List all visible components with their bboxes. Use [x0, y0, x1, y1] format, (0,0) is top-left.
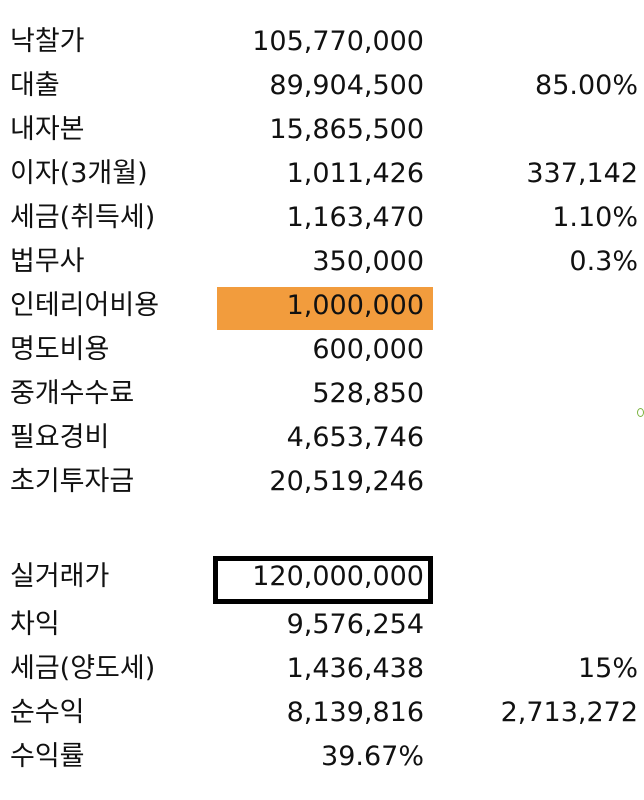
row-winning-bid: 낙찰가 105,770,000: [0, 20, 644, 64]
row-value[interactable]: 1,163,470: [286, 202, 424, 233]
row-extra: [440, 416, 638, 460]
row-loan: 대출 89,904,500 85.00%: [0, 64, 644, 108]
interior-cost-highlight: [217, 287, 433, 330]
row-extra[interactable]: 2,713,272: [500, 697, 638, 728]
row-value[interactable]: 600,000: [312, 334, 424, 365]
row-value[interactable]: 39.67%: [321, 741, 424, 772]
row-extra[interactable]: 0.3%: [569, 246, 638, 277]
row-extra: [440, 372, 638, 416]
row-extra[interactable]: 1.10%: [552, 202, 638, 233]
row-label: 법무사: [10, 246, 85, 277]
row-value[interactable]: 350,000: [312, 246, 424, 277]
row-extra[interactable]: 85.00%: [535, 70, 638, 101]
row-label: 이자(3개월): [10, 158, 148, 189]
row-label: 낙찰가: [10, 26, 85, 57]
row-value[interactable]: 4,653,746: [286, 422, 424, 453]
row-extra: [440, 20, 638, 64]
row-label: 실거래가: [10, 561, 110, 592]
row-value[interactable]: 1,000,000: [286, 290, 424, 321]
row-label: 명도비용: [10, 334, 110, 365]
row-transfer-tax: 세금(양도세) 1,436,438 15%: [0, 647, 644, 691]
row-value[interactable]: 15,865,500: [269, 114, 424, 145]
row-extra: [440, 460, 638, 504]
row-label: 대출: [10, 70, 60, 101]
row-extra: [440, 555, 638, 599]
row-return-rate: 수익률 39.67%: [0, 735, 644, 779]
row-value[interactable]: 1,011,426: [286, 158, 424, 189]
row-label: 수익률: [10, 741, 85, 772]
row-label: 내자본: [10, 114, 85, 145]
row-initial-investment: 초기투자금 20,519,246: [0, 460, 644, 504]
row-value[interactable]: 120,000,000: [252, 561, 424, 592]
row-value[interactable]: 1,436,438: [286, 653, 424, 684]
row-eviction-cost: 명도비용 600,000: [0, 328, 644, 372]
row-value[interactable]: 105,770,000: [252, 26, 424, 57]
row-extra: [440, 735, 638, 779]
row-extra: [440, 603, 638, 647]
row-value[interactable]: 9,576,254: [286, 609, 424, 640]
row-label: 초기투자금: [10, 466, 135, 497]
row-capital-gain: 차익 9,576,254: [0, 603, 644, 647]
row-net-profit: 순수익 8,139,816 2,713,272: [0, 691, 644, 735]
row-extra[interactable]: 15%: [577, 653, 638, 684]
row-acquisition-tax: 세금(취득세) 1,163,470 1.10%: [0, 196, 644, 240]
row-legal-fee: 법무사 350,000 0.3%: [0, 240, 644, 284]
sale-price-boxed-cell[interactable]: [213, 556, 433, 604]
row-value[interactable]: 20,519,246: [269, 466, 424, 497]
row-label: 세금(양도세): [10, 653, 156, 684]
row-extra: [440, 108, 638, 152]
row-value[interactable]: 89,904,500: [269, 70, 424, 101]
row-label: 차익: [10, 609, 60, 640]
row-extra: [440, 328, 638, 372]
row-label: 중개수수료: [10, 378, 135, 409]
row-brokerage-fee: 중개수수료 528,850: [0, 372, 644, 416]
row-extra: [440, 284, 638, 328]
row-value[interactable]: 8,139,816: [286, 697, 424, 728]
row-value[interactable]: 528,850: [312, 378, 424, 409]
row-label: 인테리어비용: [10, 290, 160, 321]
row-label: 순수익: [10, 697, 85, 728]
row-interest-3-months: 이자(3개월) 1,011,426 337,142: [0, 152, 644, 196]
row-label: 필요경비: [10, 422, 110, 453]
row-required-expenses: 필요경비 4,653,746: [0, 416, 644, 460]
row-extra[interactable]: 337,142: [526, 158, 638, 189]
row-interior-cost: 인테리어비용 1,000,000: [0, 284, 644, 328]
row-actual-sale-price: 실거래가 120,000,000: [0, 555, 644, 599]
row-label: 세금(취득세): [10, 202, 156, 233]
row-own-capital: 내자본 15,865,500: [0, 108, 644, 152]
